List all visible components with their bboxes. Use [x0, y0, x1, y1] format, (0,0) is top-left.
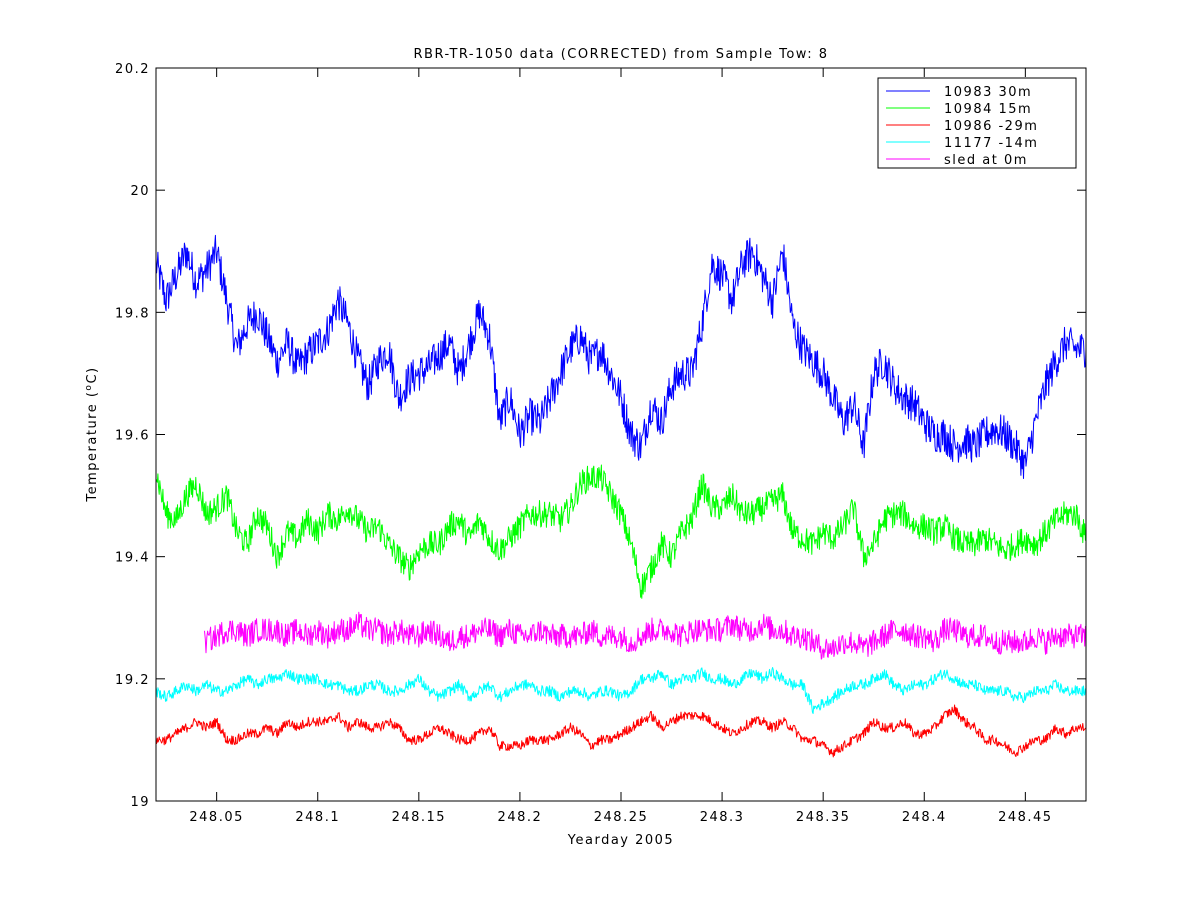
legend-entry-label: 10983 30m — [944, 85, 1032, 100]
y-axis-label: Temperature (oC) — [84, 366, 100, 502]
y-tick-label: 19.6 — [115, 429, 150, 444]
x-tick-label: 248.45 — [998, 810, 1053, 825]
y-axis-label-unit: C) — [85, 366, 100, 383]
x-tick-label: 248.1 — [295, 810, 340, 825]
y-tick-label: 20.2 — [115, 62, 150, 77]
series-line-2 — [155, 464, 1087, 599]
x-tick-label: 248.35 — [796, 810, 851, 825]
x-tick-label: 248.4 — [902, 810, 947, 825]
legend: 10983 30m 10984 15m 10986 -29m 11177 -14m sl… — [877, 77, 1077, 169]
y-tick-label: 20 — [130, 184, 150, 199]
series-line-1 — [155, 234, 1087, 479]
x-tick-label: 248.15 — [392, 810, 447, 825]
series-line-5 — [204, 611, 1087, 660]
x-tick-label: 248.05 — [189, 810, 244, 825]
x-tick-label: 248.25 — [594, 810, 649, 825]
chart-title: RBR-TR-1050 data (CORRECTED) from Sample… — [414, 47, 829, 62]
legend-entry-label: sled at 0m — [944, 153, 1028, 168]
y-tick-label: 19.4 — [115, 551, 150, 566]
legend-entry-label: 10986 -29m — [944, 119, 1038, 134]
y-tick-label: 19.2 — [115, 673, 150, 688]
y-tick-label: 19 — [130, 795, 150, 810]
x-axis-label: Yearday 2005 — [567, 833, 674, 848]
ticks-layer: 248.05 248.1 248.15 248.2 248.25 248.3 248.35 2… — [115, 62, 1086, 825]
series-line-4 — [155, 667, 1087, 714]
series-layer — [155, 234, 1087, 758]
y-tick-label: 19.8 — [115, 306, 150, 321]
series-line-3 — [155, 704, 1087, 758]
y-axis-label-superscript: o — [84, 384, 94, 391]
legend-entry-label: 11177 -14m — [944, 136, 1038, 151]
y-axis-label-main: Temperature ( — [85, 391, 100, 503]
legend-entry-label: 10984 15m — [944, 102, 1032, 117]
x-tick-label: 248.3 — [700, 810, 745, 825]
x-tick-label: 248.2 — [498, 810, 543, 825]
legend-box — [877, 77, 1077, 169]
